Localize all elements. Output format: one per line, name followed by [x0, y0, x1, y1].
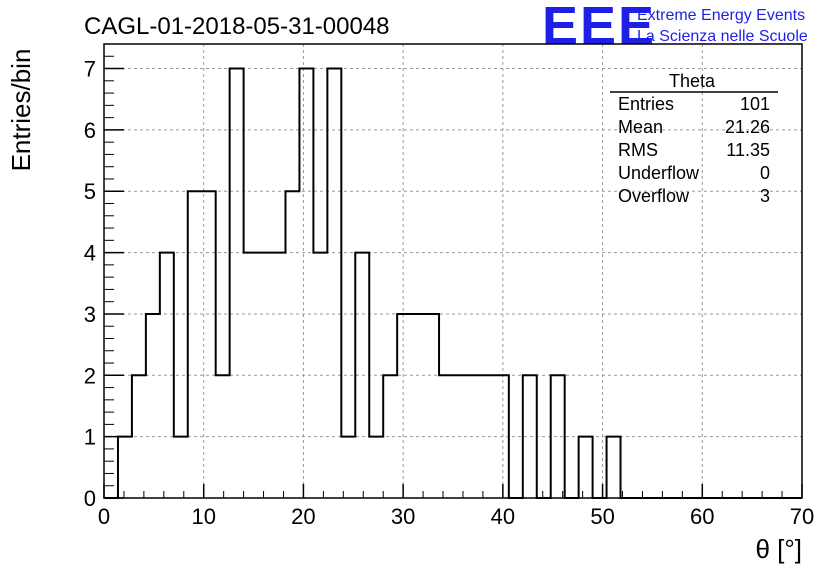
histogram-bin	[188, 191, 202, 498]
histogram-bin	[341, 437, 355, 498]
x-tick-label: 40	[491, 504, 515, 529]
x-tick-label: 10	[191, 504, 215, 529]
histogram-bin	[174, 437, 188, 498]
stats-row-value: 3	[760, 186, 770, 206]
histogram-bin	[579, 437, 593, 498]
histogram-bin	[453, 375, 467, 498]
histogram-bin	[146, 314, 160, 498]
axis-ticks	[103, 55, 803, 499]
x-axis-label: θ [°]	[755, 534, 802, 564]
histogram-bin	[230, 69, 244, 498]
logo-line-1: Extreme Energy Events	[637, 7, 805, 24]
histogram-bin	[299, 69, 313, 498]
histogram-bin	[327, 69, 341, 498]
histogram-outline	[104, 67, 802, 499]
histogram-bin	[216, 375, 230, 498]
eee-logo: EEE Extreme Energy Events La Scienza nel…	[542, 0, 808, 56]
stats-row-value: 21.26	[725, 117, 770, 137]
stats-row-label: Mean	[618, 117, 663, 137]
histogram-bin	[132, 375, 146, 498]
histogram-bin	[202, 191, 216, 498]
histogram-bin	[313, 253, 327, 498]
histogram-bin	[285, 191, 299, 498]
y-tick-label: 4	[84, 241, 96, 266]
stats-row-value: 101	[740, 94, 770, 114]
y-tick-label: 3	[84, 302, 96, 327]
histogram-bin	[481, 375, 495, 498]
histogram-bin	[160, 253, 174, 498]
x-tick-label: 30	[391, 504, 415, 529]
y-tick-label: 0	[84, 486, 96, 511]
stats-box: Theta Entries 101 Mean 21.26 RMS 11.35 Underfl…	[610, 71, 778, 206]
stats-box-title: Theta	[669, 71, 716, 91]
histogram-bin	[355, 253, 369, 498]
y-tick-label: 6	[84, 118, 96, 143]
y-tick-label: 5	[84, 179, 96, 204]
y-tick-label: 7	[84, 57, 96, 82]
x-tick-label: 60	[690, 504, 714, 529]
histogram-bin	[495, 375, 509, 498]
histogram-bin	[244, 253, 258, 498]
histogram-bin	[118, 437, 132, 498]
y-tick-label: 1	[84, 425, 96, 450]
x-tick-label: 50	[590, 504, 614, 529]
histogram-bin	[272, 253, 286, 498]
plot-frame	[103, 43, 803, 499]
histogram-bin	[369, 437, 383, 498]
histogram-bin	[411, 314, 425, 498]
histogram-bin	[467, 375, 481, 498]
stats-row-value: 11.35	[726, 140, 770, 160]
x-tick-label: 0	[98, 504, 110, 529]
histogram-bin	[397, 314, 411, 498]
logo-mark: EEE	[542, 0, 656, 56]
histogram-bin	[425, 314, 439, 498]
x-tick-label: 20	[291, 504, 315, 529]
chart-title: CAGL-01-2018-05-31-00048	[84, 13, 390, 40]
histogram-bin	[383, 375, 397, 498]
histogram-bin	[258, 253, 272, 498]
logo-line-2: La Scienza nelle Scuole	[637, 28, 808, 45]
stats-row-value: 0	[760, 163, 770, 183]
histogram-bin	[551, 375, 565, 498]
histogram-bin	[523, 375, 537, 498]
stats-rows: Entries 101 Mean 21.26 RMS 11.35 Underflow 0 Ove…	[618, 94, 770, 206]
y-tick-label: 2	[84, 363, 96, 388]
stats-row-label: RMS	[618, 140, 658, 160]
x-tick-label: 70	[790, 504, 814, 529]
stats-row-label: Entries	[618, 94, 674, 114]
histogram-bin	[607, 437, 621, 498]
histogram-bin	[439, 375, 453, 498]
y-axis-label: Entries/bin	[6, 49, 36, 172]
stats-row-label: Overflow	[618, 186, 690, 206]
stats-row-label: Underflow	[618, 163, 700, 183]
